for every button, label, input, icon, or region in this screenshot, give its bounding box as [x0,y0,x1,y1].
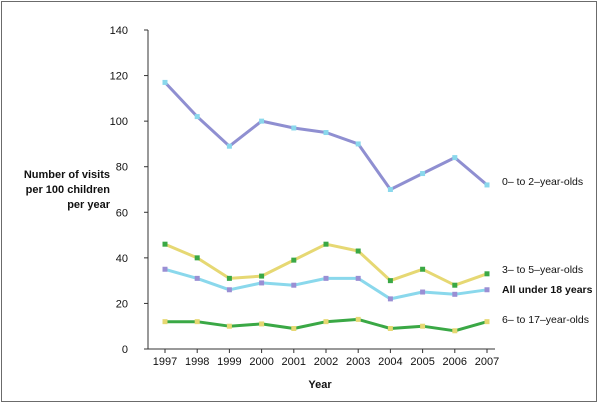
x-tick-label: 2002 [314,356,338,368]
x-tick-label: 1998 [185,356,209,368]
data-point [162,79,168,85]
data-point [323,319,329,325]
data-point [484,319,490,325]
x-tick-label: 2003 [346,356,370,368]
y-axis-title-line-2: per 100 children [26,184,111,196]
y-tick-label: 80 [116,162,128,174]
data-point [323,130,329,136]
data-point [194,275,200,281]
data-point [291,125,297,131]
series-label: 6– to 17–year-olds [502,314,589,326]
y-tick-label: 20 [116,298,128,310]
data-point [259,321,265,327]
x-tick-label: 1997 [153,356,177,368]
x-tick-label: 2007 [475,356,499,368]
data-point [355,248,361,254]
x-tick-label: 2006 [443,356,467,368]
data-point [291,325,297,331]
data-point [323,241,329,247]
data-point [387,278,393,284]
y-tick-label: 120 [110,71,128,83]
series-label: 0– to 2–year-olds [502,176,583,188]
series-label: All under 18 years [502,284,593,296]
series-label: 3– to 5–year-olds [502,264,583,276]
data-point [355,275,361,281]
data-point [452,328,458,334]
y-tick-label: 40 [116,253,128,265]
data-point [291,257,297,263]
y-tick-label: 60 [116,207,128,219]
data-point [452,155,458,161]
data-point [420,171,426,177]
data-point [259,273,265,279]
data-point [226,323,232,329]
y-tick-label: 100 [110,116,128,128]
data-point [387,296,393,302]
series-line [163,80,489,191]
data-point [162,319,168,325]
data-point [162,266,168,272]
data-point [452,291,458,297]
data-point [387,187,393,192]
data-point [355,141,361,147]
series-line [163,267,489,301]
x-tick-label: 2004 [378,356,402,368]
data-point [484,287,490,293]
y-axis-title: Number of visits per 100 children per ye… [24,169,111,211]
data-point [484,271,490,277]
data-point [194,114,200,120]
data-point [162,241,168,247]
data-point [484,182,490,188]
data-point [226,275,232,281]
data-point [226,143,232,149]
x-tick-label: 2005 [410,356,434,368]
y-axis-title-line-1: Number of visits [24,169,110,181]
data-point [259,118,265,124]
data-point [420,323,426,329]
x-axis-title: Year [308,379,332,391]
data-point [355,316,361,322]
data-point [226,287,232,293]
data-point [291,282,297,288]
data-point [452,282,458,288]
y-tick-label: 0 [122,344,128,356]
data-point [323,275,329,281]
data-point [420,266,426,272]
data-point [387,325,393,331]
x-tick-label: 1999 [217,356,241,368]
data-point [259,280,265,286]
data-point [420,289,426,295]
data-point [194,255,200,261]
data-point [194,319,200,325]
x-tick-label: 2001 [282,356,306,368]
y-axis-title-line-3: per year [67,199,111,211]
y-tick-label: 140 [110,25,128,37]
x-tick-label: 2000 [249,356,273,368]
